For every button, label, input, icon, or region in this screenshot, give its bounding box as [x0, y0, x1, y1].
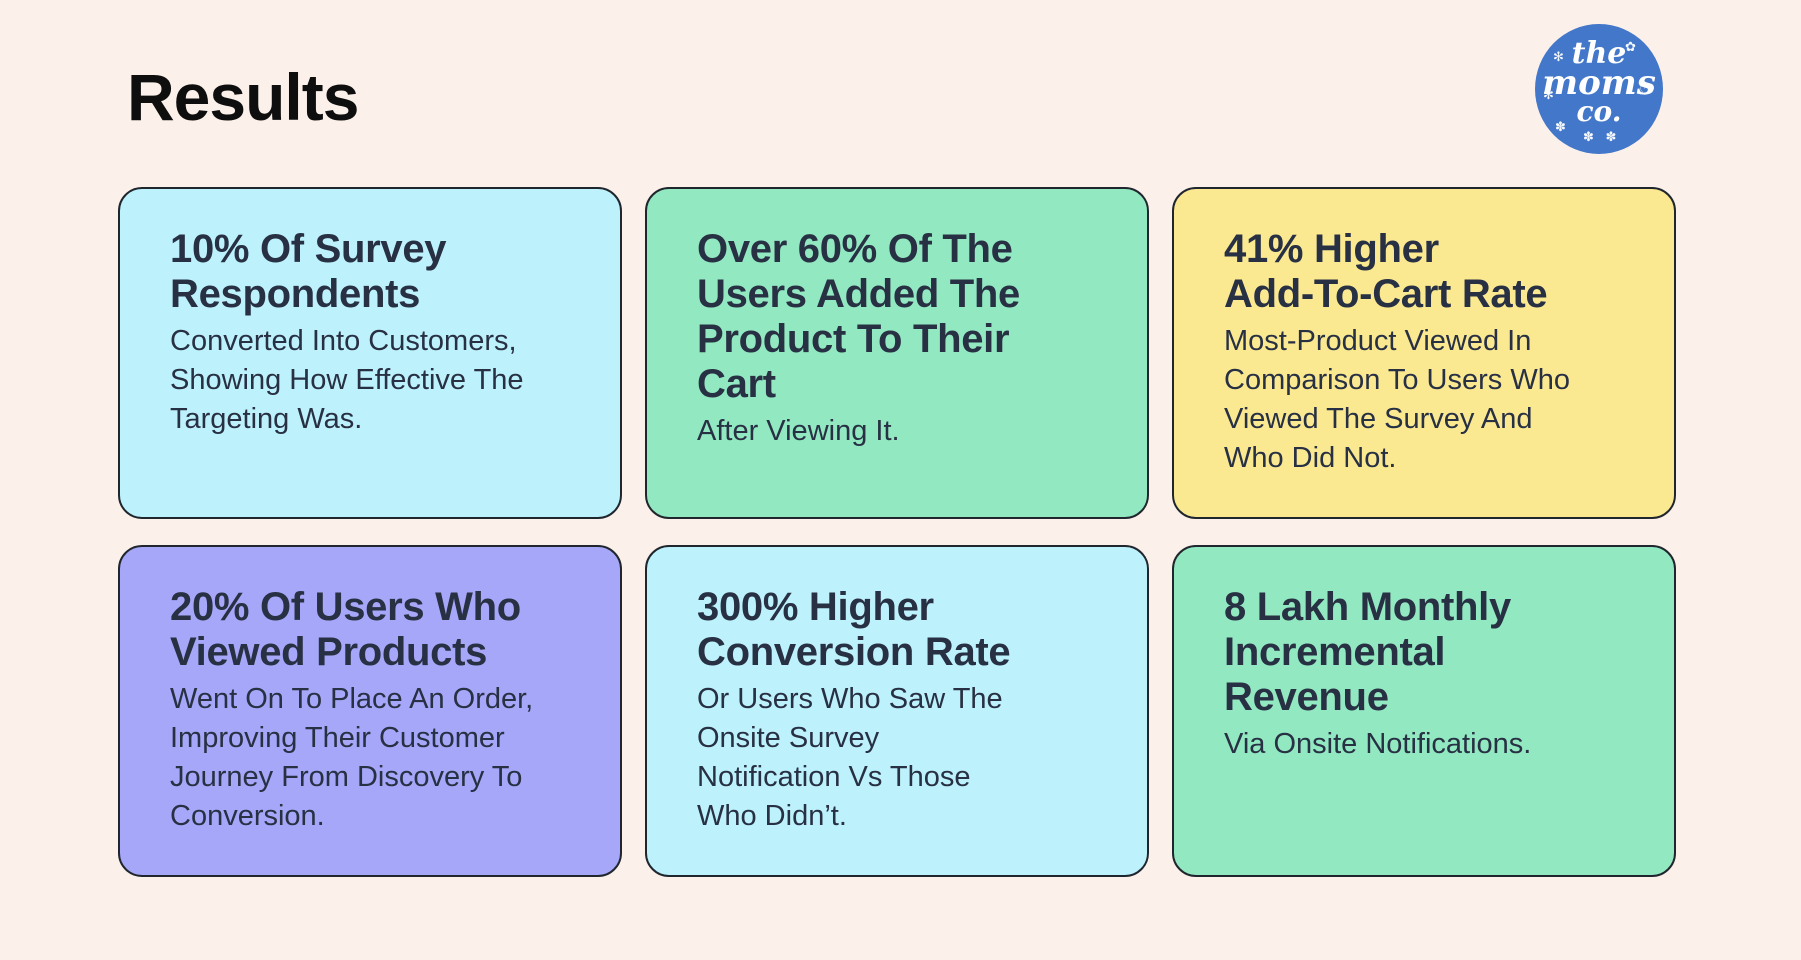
result-card-survey-respondents: 10% Of Survey Respondents Converted Into…	[118, 187, 622, 519]
result-card-incremental-revenue: 8 Lakh Monthly Incremental Revenue Via O…	[1172, 545, 1676, 877]
card-body: Via Onsite Notifications.	[1224, 728, 1532, 760]
card-heading: 20% Of Users Who Viewed Products	[170, 585, 521, 674]
card-heading: 41% Higher Add-To-Cart Rate	[1224, 227, 1548, 316]
card-heading: 10% Of Survey Respondents	[170, 227, 447, 316]
page-title: Results	[127, 60, 359, 134]
result-card-add-to-cart-rate: 41% Higher Add-To-Cart Rate Most-Product…	[1172, 187, 1676, 519]
sprig-icon: ✽	[1555, 119, 1566, 134]
heart-icon: ♡	[1639, 83, 1651, 98]
card-body: After Viewing It.	[697, 415, 900, 447]
flower-icon: ✿	[1625, 39, 1636, 54]
result-card-added-to-cart: Over 60% Of The Users Added The Product …	[645, 187, 1149, 519]
sparkle-icon: ✻	[1553, 49, 1564, 64]
results-card-grid: 10% Of Survey Respondents Converted Into…	[118, 187, 1676, 877]
card-body: Converted Into Customers, Showing How Ef…	[170, 325, 524, 435]
result-card-conversion-rate: 300% Higher Conversion Rate Or Users Who…	[645, 545, 1149, 877]
brand-logo: ✻ ✿ ♡ ✻ ✽ ✽ ✽ the moms co.	[1535, 24, 1663, 154]
card-body: Or Users Who Saw The Onsite Survey Notif…	[697, 683, 1003, 832]
sparkle-icon: ✻	[1543, 87, 1554, 102]
card-heading: 300% Higher Conversion Rate	[697, 585, 1011, 674]
logo-word-moms: moms	[1542, 62, 1656, 103]
card-heading: 8 Lakh Monthly Incremental Revenue	[1224, 585, 1511, 719]
logo-word-the: the	[1571, 36, 1627, 71]
card-body: Went On To Place An Order, Improving The…	[170, 683, 534, 832]
laurel-icon: ✽ ✽	[1583, 129, 1621, 144]
card-body: Most-Product Viewed In Comparison To Use…	[1224, 325, 1570, 474]
logo-word-co: co.	[1576, 94, 1622, 128]
result-card-viewed-products: 20% Of Users Who Viewed Products Went On…	[118, 545, 622, 877]
card-heading: Over 60% Of The Users Added The Product …	[697, 227, 1020, 406]
